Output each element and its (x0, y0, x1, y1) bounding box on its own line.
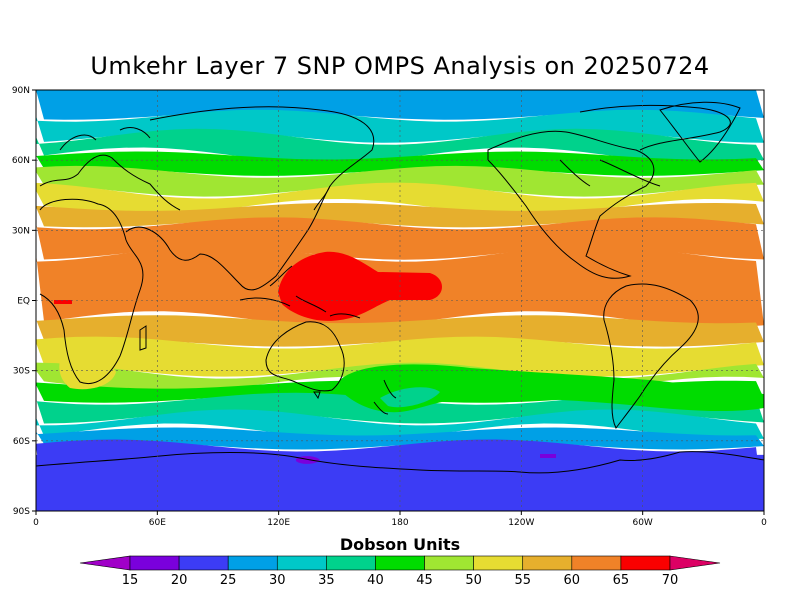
lon-tick-label: 60W (632, 518, 652, 528)
colorbar-left-arrow (79, 555, 131, 571)
lat-tick-label: 60S (13, 437, 30, 447)
map-title: Umkehr Layer 7 SNP OMPS Analysis on 2025… (90, 52, 710, 80)
colorbar-label: 60 (564, 573, 581, 588)
contour-band (36, 151, 764, 176)
africa-coast (39, 198, 144, 384)
antarctic-minimum-2 (540, 454, 556, 458)
colorbar-label: 50 (465, 573, 482, 588)
contour-features (54, 251, 764, 464)
colorbar-label: 20 (171, 573, 188, 588)
colorbar-label: 70 (662, 573, 679, 588)
contour-band (36, 454, 764, 511)
lon-tick-label: 120E (267, 518, 290, 528)
colorbar: 15 20 25 30 35 40 45 50 55 60 65 70 (79, 555, 721, 588)
lon-tick-label: 180 (391, 518, 408, 528)
lon-tick-label: 0 (761, 518, 767, 528)
antarctica-coast (36, 451, 764, 474)
new-zealand-coast (373, 379, 397, 415)
colorbar-label: 45 (416, 573, 433, 588)
lat-tick-label: 90S (13, 507, 30, 517)
colorbar-segment (326, 555, 376, 571)
contour-band (36, 409, 764, 440)
colorbar-segment (129, 555, 180, 571)
lon-tick-label: 60E (149, 518, 166, 528)
colorbar-segment (522, 555, 573, 571)
lon-tick-label: 0 (33, 518, 39, 528)
southern-cyan-wave (380, 387, 440, 408)
greenland-coast (659, 101, 741, 163)
japan-coast (313, 185, 331, 211)
lat-tick-label: 90N (12, 86, 30, 96)
lat-tick-label: 30N (12, 226, 30, 236)
south-africa-blob (59, 358, 116, 390)
colorbar-label: 65 (613, 573, 630, 588)
lat-tick-label: 30S (13, 367, 30, 377)
colorbar-label: 40 (367, 573, 384, 588)
colorbar-segment (424, 555, 474, 571)
colorbar-segment (620, 555, 671, 571)
colorbar-segment (375, 555, 425, 571)
north-america-coast (487, 130, 655, 279)
southern-green-wave (340, 364, 764, 413)
colorbar-segment (473, 555, 524, 571)
colorbar-segment (227, 555, 278, 571)
colorbar-label: 15 (122, 573, 139, 588)
colorbar-segment (571, 555, 622, 571)
colorbar-label: 35 (318, 573, 335, 588)
lat-tick-label: EQ (17, 297, 30, 307)
south-america-coast (603, 283, 699, 429)
colorbar-segment (276, 555, 327, 571)
contour-band (36, 182, 764, 215)
lat-tick-label: 60N (12, 156, 30, 166)
tasmania-coast (313, 391, 321, 400)
contour-band (36, 217, 764, 260)
contour-band (36, 427, 764, 450)
madagascar-coast (139, 325, 147, 351)
colorbar-label: 30 (269, 573, 286, 588)
colorbar-segment (178, 555, 229, 571)
maritime-islands (239, 265, 361, 319)
colorbar-label: 55 (514, 573, 531, 588)
colorbar-title: Dobson Units (339, 535, 461, 554)
australia-coast (265, 321, 345, 392)
colorbar-right-arrow (669, 555, 721, 571)
pacific-maximum (278, 251, 442, 321)
africa-maximum (54, 300, 72, 304)
europe-coast (39, 154, 181, 211)
colorbar-label: 25 (220, 573, 237, 588)
scandinavia-coast (59, 127, 151, 151)
arctic-islands (559, 104, 731, 187)
graticule (36, 90, 764, 511)
lon-tick-label: 120W (508, 518, 534, 528)
